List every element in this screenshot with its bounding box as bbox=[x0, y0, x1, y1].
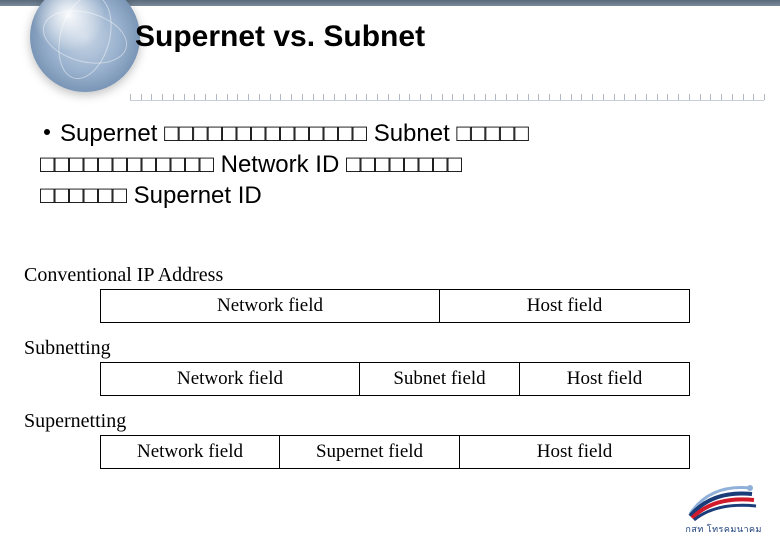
field-cell: Network field bbox=[100, 435, 280, 469]
brand-caption: กสท โทรคมนาคม bbox=[685, 522, 762, 536]
field-cell: Network field bbox=[100, 289, 440, 323]
label-supernetting: Supernetting bbox=[24, 410, 756, 433]
row-supernetting: Network fieldSupernet fieldHost field bbox=[100, 435, 690, 469]
field-cell: Host field bbox=[460, 435, 690, 469]
label-subnetting: Subnetting bbox=[24, 337, 756, 360]
page-title: Supernet vs. Subnet bbox=[135, 20, 425, 54]
row-subnetting: Network fieldSubnet fieldHost field bbox=[100, 362, 690, 396]
field-cell: Network field bbox=[100, 362, 360, 396]
field-cell: Host field bbox=[440, 289, 690, 323]
row-conventional: Network fieldHost field bbox=[100, 289, 690, 323]
globe-decoration bbox=[30, 0, 140, 92]
header-ruler bbox=[130, 94, 764, 100]
field-cell: Subnet field bbox=[360, 362, 520, 396]
field-cell: Supernet field bbox=[280, 435, 460, 469]
bullet-text: Supernet □□□□□□□□□□□□□□ Subnet □□□□□□□□□… bbox=[40, 118, 760, 212]
field-cell: Host field bbox=[520, 362, 690, 396]
label-conventional: Conventional IP Address bbox=[24, 264, 756, 287]
ip-structure-diagrams: Conventional IP Address Network fieldHos… bbox=[24, 260, 756, 469]
